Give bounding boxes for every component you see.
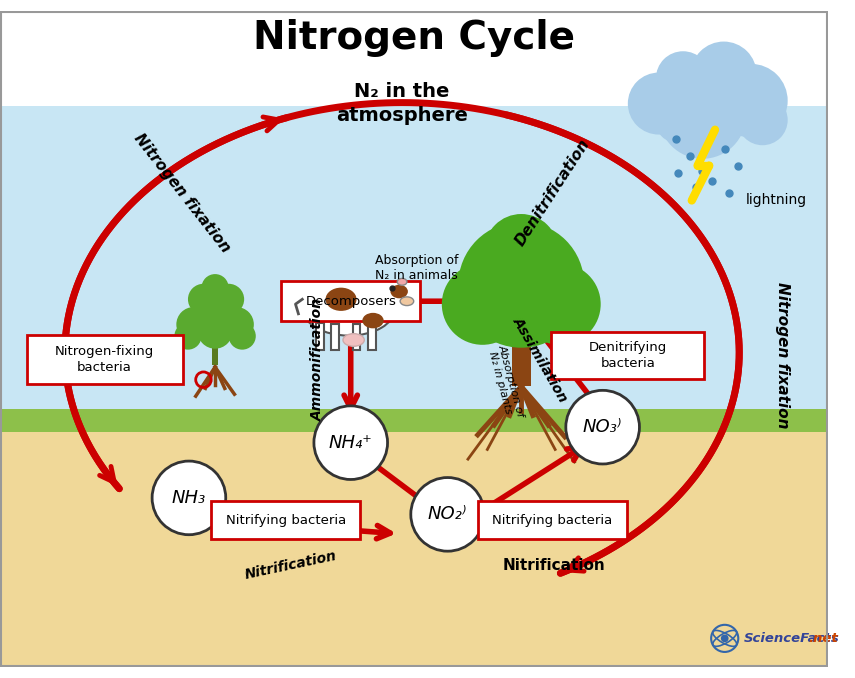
FancyBboxPatch shape [212, 326, 218, 365]
Circle shape [213, 284, 245, 315]
FancyBboxPatch shape [315, 323, 323, 350]
Circle shape [198, 314, 233, 348]
Text: lightning: lightning [746, 193, 807, 207]
FancyBboxPatch shape [478, 501, 627, 539]
Circle shape [202, 274, 228, 301]
Text: Nitrogen-fixing
bacteria: Nitrogen-fixing bacteria [55, 345, 154, 374]
Ellipse shape [380, 282, 410, 306]
Circle shape [721, 635, 728, 642]
Circle shape [519, 264, 601, 345]
Circle shape [228, 323, 256, 350]
Ellipse shape [400, 297, 414, 306]
Circle shape [714, 64, 787, 138]
Text: Nitrification: Nitrification [503, 558, 605, 573]
Circle shape [188, 284, 219, 315]
Circle shape [655, 97, 701, 143]
Text: NO₂⁾: NO₂⁾ [428, 505, 467, 523]
Text: Denitrification: Denitrification [512, 136, 593, 249]
Text: Nitrification: Nitrification [244, 549, 338, 582]
Text: Assimilation: Assimilation [510, 314, 571, 405]
FancyBboxPatch shape [27, 335, 183, 384]
Ellipse shape [363, 313, 384, 328]
FancyBboxPatch shape [551, 332, 705, 379]
FancyBboxPatch shape [0, 106, 828, 418]
FancyBboxPatch shape [352, 325, 361, 350]
Circle shape [737, 95, 787, 145]
Circle shape [566, 391, 640, 464]
Circle shape [628, 73, 690, 134]
Circle shape [659, 72, 746, 159]
Text: Decomposers: Decomposers [305, 295, 396, 308]
Circle shape [458, 222, 584, 348]
FancyBboxPatch shape [211, 501, 361, 539]
Circle shape [656, 52, 711, 106]
Text: NH₄⁺: NH₄⁺ [329, 434, 373, 452]
Ellipse shape [398, 279, 407, 285]
Text: Nitrogen Cycle: Nitrogen Cycle [253, 19, 575, 57]
Circle shape [194, 291, 236, 333]
Text: NO₃⁾: NO₃⁾ [583, 418, 622, 436]
Circle shape [485, 214, 558, 287]
Text: NH₃: NH₃ [172, 489, 206, 507]
FancyBboxPatch shape [369, 323, 376, 350]
FancyBboxPatch shape [281, 281, 421, 321]
Text: Absorption of
N₂ in animals: Absorption of N₂ in animals [374, 254, 458, 282]
Ellipse shape [343, 334, 364, 346]
Text: .net: .net [808, 632, 838, 645]
FancyBboxPatch shape [332, 325, 339, 350]
Text: Nitrifying bacteria: Nitrifying bacteria [226, 514, 346, 527]
Circle shape [314, 406, 387, 479]
Ellipse shape [391, 285, 408, 298]
Circle shape [219, 307, 254, 342]
FancyBboxPatch shape [0, 410, 828, 447]
Circle shape [442, 264, 523, 345]
Ellipse shape [303, 282, 395, 336]
FancyBboxPatch shape [0, 11, 828, 106]
Text: Denitrifying
bacteria: Denitrifying bacteria [589, 341, 667, 370]
Text: Nitrogen fixation: Nitrogen fixation [131, 130, 233, 255]
Circle shape [152, 461, 226, 535]
FancyBboxPatch shape [0, 433, 828, 667]
Ellipse shape [326, 287, 357, 311]
Circle shape [176, 307, 211, 342]
Text: N₂ in the
atmosphere: N₂ in the atmosphere [336, 82, 468, 125]
Text: Nitrifying bacteria: Nitrifying bacteria [492, 514, 612, 527]
Text: ScienceFacts: ScienceFacts [744, 632, 840, 645]
Text: Absorption of
N₂ in plants: Absorption of N₂ in plants [486, 343, 526, 420]
Circle shape [174, 323, 202, 350]
Text: Ammonification: Ammonification [310, 298, 325, 421]
Circle shape [410, 477, 485, 551]
Circle shape [691, 41, 757, 107]
Text: Nitrogen fixation: Nitrogen fixation [775, 282, 790, 428]
FancyBboxPatch shape [511, 294, 531, 386]
